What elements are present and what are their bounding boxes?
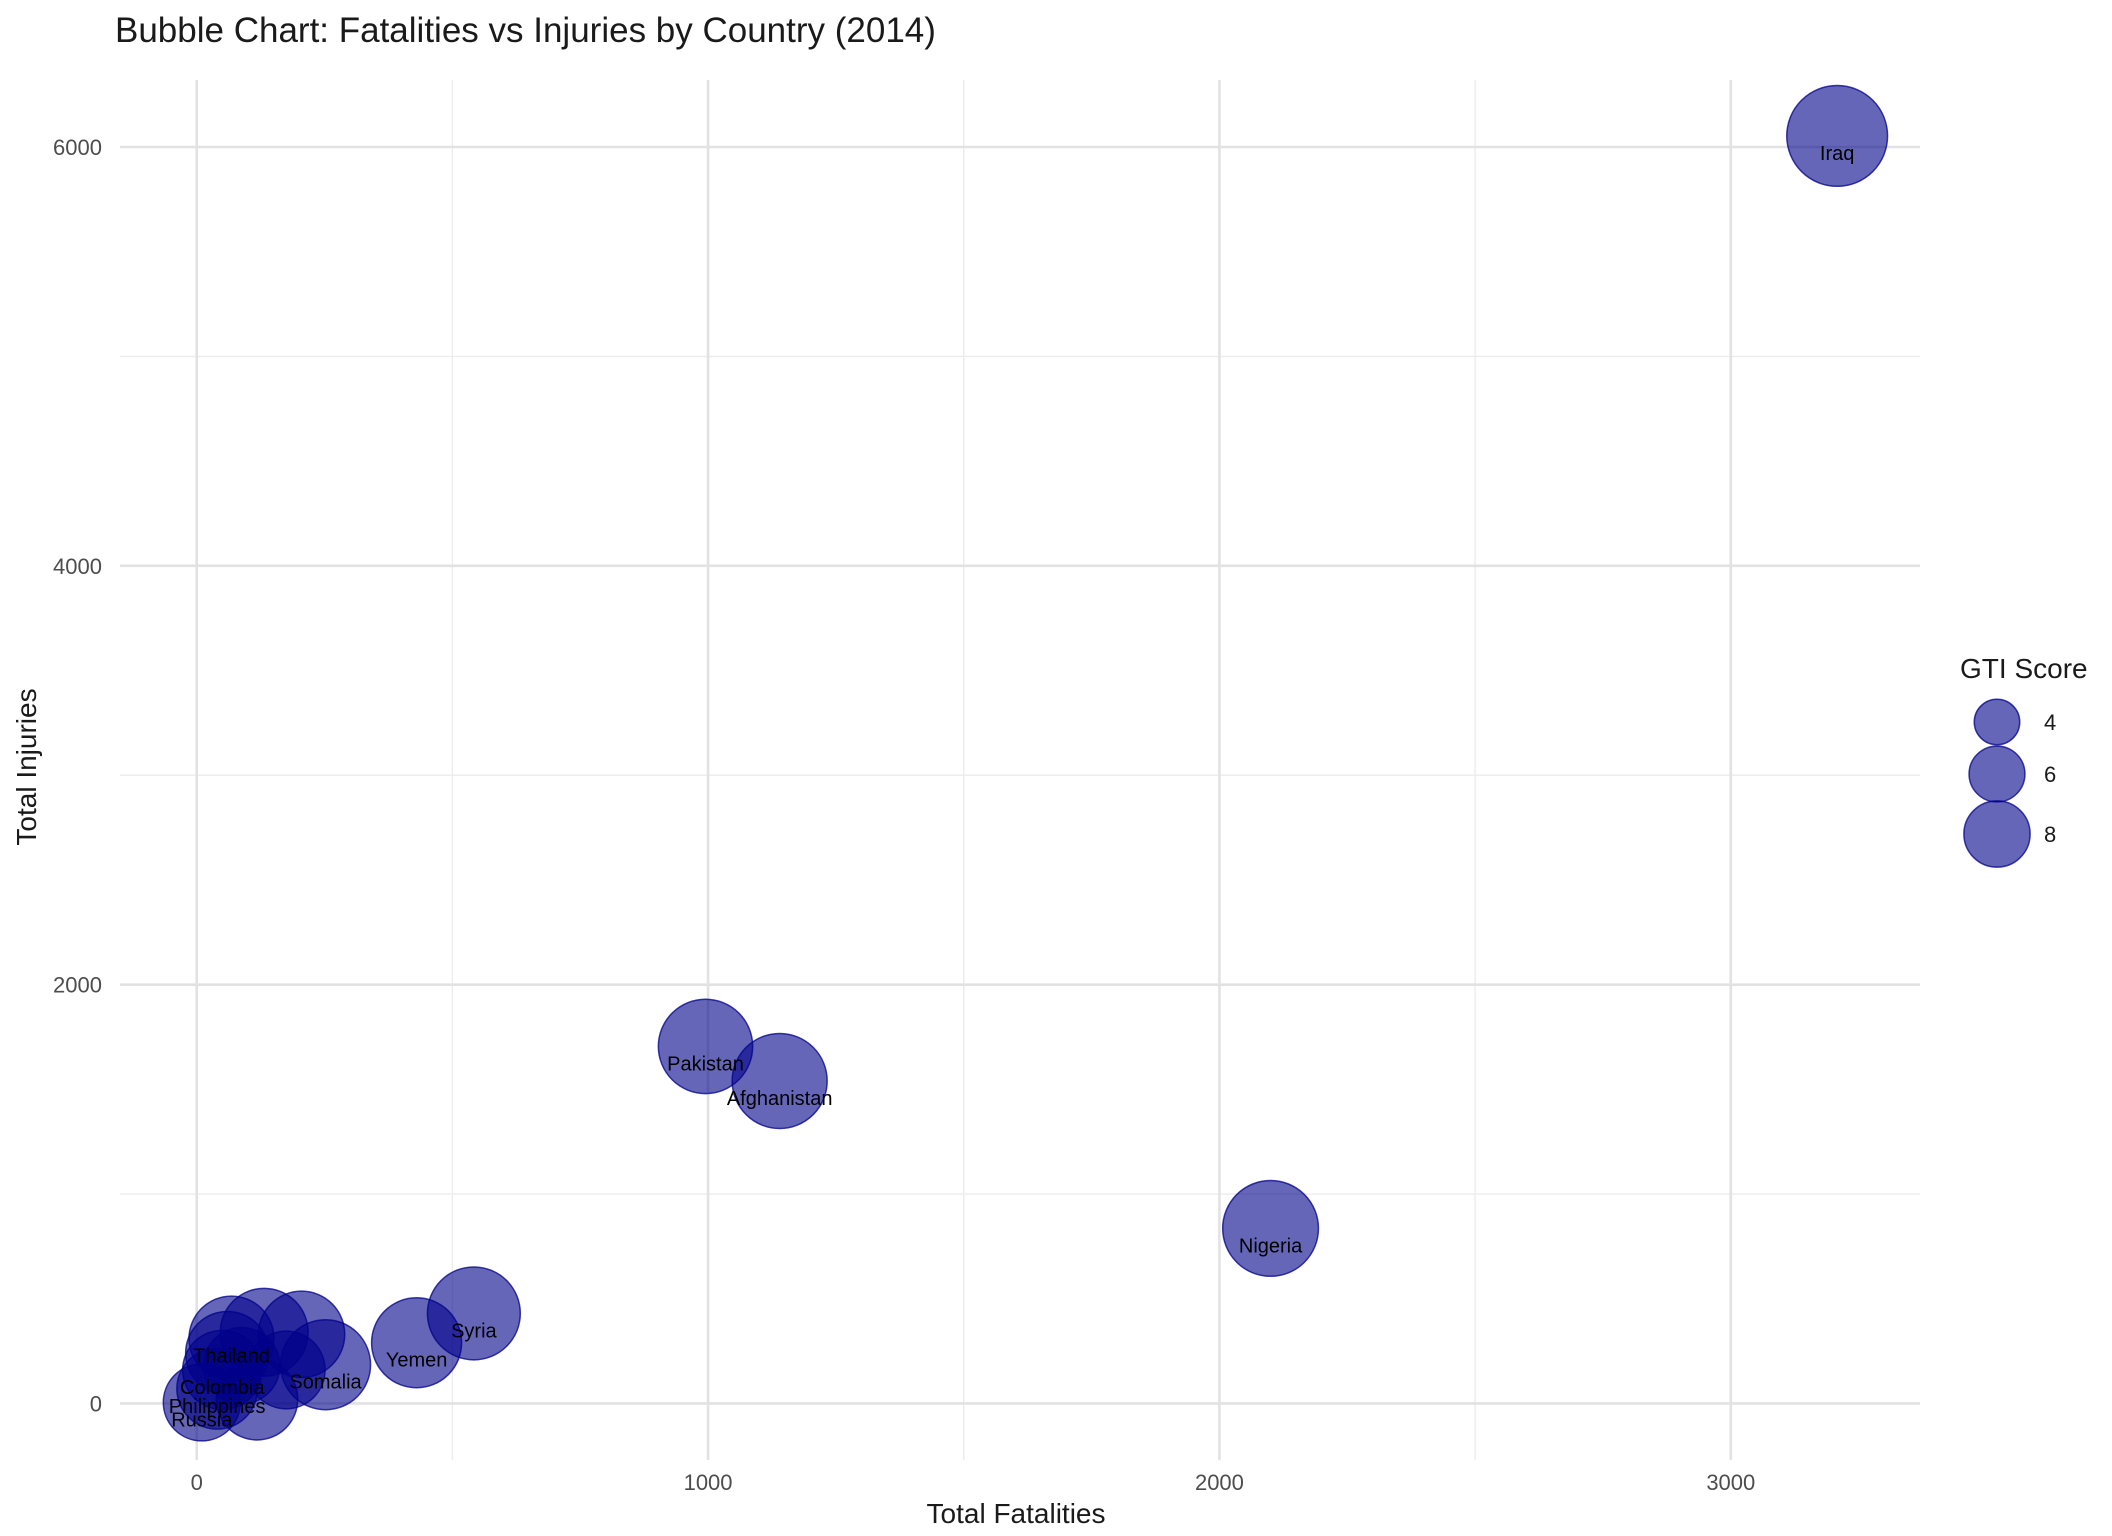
legend-key-bubble <box>1968 745 2026 803</box>
bubble <box>657 998 754 1095</box>
bubble-label: Pakistan <box>667 1053 744 1075</box>
x-tick-label: 1000 <box>684 1470 733 1495</box>
grid-minor <box>120 80 1920 1460</box>
bubble-label: Somalia <box>289 1372 362 1394</box>
y-tick-label: 0 <box>90 1391 102 1416</box>
bubble-labels: Iraq Nigeria Afghanistan Pakistan SyriaYemen… <box>169 143 1855 1432</box>
legend-items: 4 6 8 <box>1963 698 2056 868</box>
size-legend: GTI Score 4 6 8 <box>1960 653 2088 868</box>
x-tick-label: 3000 <box>1706 1470 1755 1495</box>
y-tick-label: 2000 <box>53 973 102 998</box>
bubble-label: Russia <box>171 1409 233 1431</box>
legend-title: GTI Score <box>1960 653 2088 684</box>
bubble <box>1786 84 1889 188</box>
y-axis-title: Total Injuries <box>11 688 42 845</box>
bubble <box>370 1296 463 1389</box>
bubble-label: Philippines <box>169 1396 266 1418</box>
bubble-label: Yemen <box>386 1350 448 1372</box>
bubble <box>1221 1179 1320 1278</box>
chart-title: Bubble Chart: Fatalities vs Injuries by … <box>115 11 936 50</box>
legend-label: 8 <box>2044 822 2056 847</box>
y-tick-label: 4000 <box>53 554 102 579</box>
bubble-label: Colombia <box>180 1377 265 1399</box>
bubble-label: Nigeria <box>1239 1235 1303 1257</box>
y-axis-ticks: 0 2000 4000 6000 <box>53 135 102 1416</box>
x-tick-label: 2000 <box>1195 1470 1244 1495</box>
legend-key-bubble <box>1973 698 2021 746</box>
bubbles <box>162 84 1889 1442</box>
bubble-label: Iraq <box>1820 143 1854 165</box>
bubble-label: Afghanistan <box>727 1088 833 1110</box>
legend-label: 4 <box>2044 710 2056 735</box>
legend-key-bubble <box>1963 800 2031 868</box>
x-axis-title: Total Fatalities <box>927 1498 1106 1529</box>
bubble <box>162 1363 242 1442</box>
x-tick-label: 0 <box>191 1470 203 1495</box>
bubble-label: Syria <box>451 1320 497 1342</box>
grid-major <box>120 80 1920 1460</box>
x-axis-ticks: 0 1000 2000 3000 <box>191 1470 1756 1495</box>
bubble-label: Thailand <box>193 1346 270 1368</box>
legend-label: 6 <box>2044 762 2056 787</box>
y-tick-label: 6000 <box>53 135 102 160</box>
